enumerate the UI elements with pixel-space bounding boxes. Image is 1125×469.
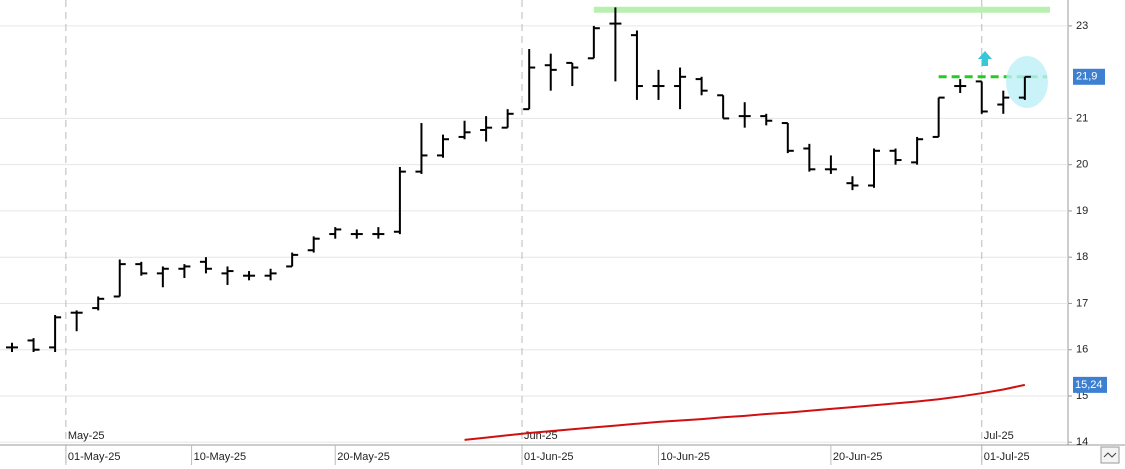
x-tick-label: 20-Jun-25 <box>833 451 883 463</box>
y-tick-label: 17 <box>1076 297 1088 309</box>
y-tick-label: 16 <box>1076 344 1088 356</box>
price-label-box <box>1073 68 1105 85</box>
price-label: 15,24 <box>1075 379 1103 391</box>
ma-line <box>464 383 1026 441</box>
y-tick-label: 19 <box>1076 205 1088 217</box>
price-label: 21,9 <box>1076 71 1097 83</box>
y-tick-label: 21 <box>1076 112 1088 124</box>
up-arrow <box>978 51 992 66</box>
y-tick-label: 23 <box>1076 20 1088 32</box>
x-tick-label: 01-Jun-25 <box>524 451 574 463</box>
price-label-box <box>1073 376 1107 393</box>
x-tick-label: 20-May-25 <box>337 451 390 463</box>
x-tick-label: 01-Jul-25 <box>984 451 1030 463</box>
scale-icon <box>1103 452 1117 458</box>
y-tick-label: 14 <box>1076 436 1088 448</box>
y-tick-label: 20 <box>1076 159 1088 171</box>
highlight-circle <box>1006 56 1048 108</box>
x-tick-label: 10-May-25 <box>194 451 247 463</box>
y-tick-label: 18 <box>1076 251 1088 263</box>
month-label: May-25 <box>68 430 105 442</box>
month-label: Jul-25 <box>984 430 1014 442</box>
x-tick-label: 01-May-25 <box>68 451 121 463</box>
x-tick-label: 10-Jun-25 <box>661 451 711 463</box>
y-tick-label: 15 <box>1076 390 1088 402</box>
